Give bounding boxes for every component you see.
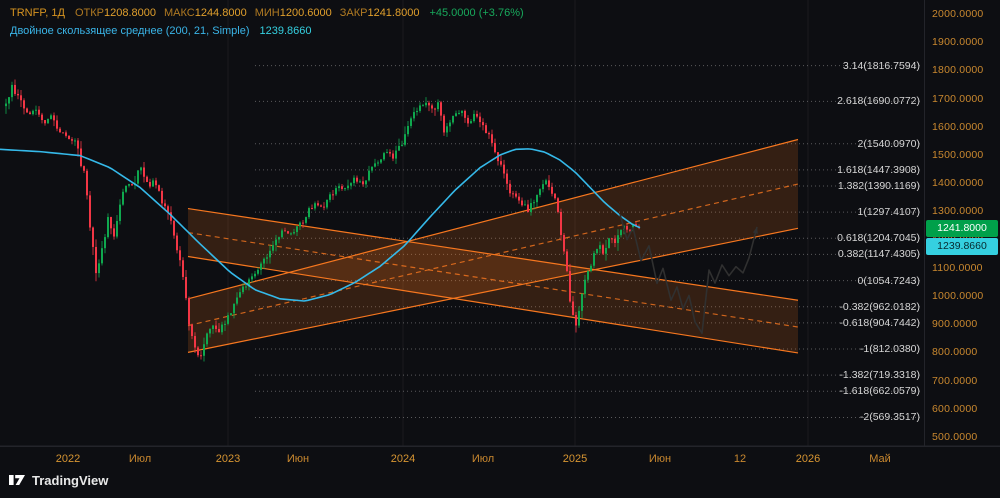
time-axis-label: Июл bbox=[471, 453, 495, 465]
ohlc-field-value: 1208.8000 bbox=[103, 7, 156, 19]
symbol-title[interactable]: TRNFP, 1Д bbox=[10, 7, 65, 19]
time-axis-label: Июл bbox=[128, 453, 152, 465]
tradingview-logo[interactable]: TradingView bbox=[8, 471, 108, 489]
price-axis-label: 1300.0000 bbox=[932, 205, 984, 218]
indicator-legend: Двойное скользящее среднее (200, 21, Sim… bbox=[10, 25, 312, 37]
price-axis-label: 1800.0000 bbox=[932, 64, 984, 77]
fib-level-label: 0(1054.7243) bbox=[857, 274, 920, 287]
ohlc-field-label: МИН bbox=[254, 7, 280, 19]
price-axis-label: 500.0000 bbox=[932, 431, 978, 443]
price-axis-label: 800.0000 bbox=[932, 346, 978, 359]
price-axis-label: 1700.0000 bbox=[932, 92, 984, 105]
ohlc-field-label: ЗАКР bbox=[339, 7, 368, 19]
fib-level-label: 2(1540.0970) bbox=[857, 137, 920, 150]
time-axis-label: 2023 bbox=[215, 453, 241, 465]
ohlc-field: МАКС1244.8000 bbox=[164, 7, 247, 19]
symbol-legend: TRNFP, 1Д ОТКР1208.8000 МАКС1244.8000 МИН12… bbox=[10, 7, 524, 19]
fib-level-label: -1(812.0380) bbox=[859, 343, 920, 355]
indicator-name[interactable]: Двойное скользящее среднее (200, 21, Sim… bbox=[10, 25, 250, 37]
ohlc-field-label: МАКС bbox=[163, 7, 195, 19]
time-axis-label: Июн bbox=[648, 453, 672, 465]
time-axis-label: 2025 bbox=[562, 453, 588, 465]
time-axis-label: 2022 bbox=[55, 453, 81, 465]
price-axis-label: 1900.0000 bbox=[932, 36, 984, 49]
fib-level-label: 1(1297.4107) bbox=[857, 206, 920, 219]
time-axis-label: 12 bbox=[733, 453, 747, 465]
price-axis[interactable]: 2000.0000 1900.0000 1800.0000 1700.0000 1600… bbox=[924, 0, 1000, 446]
price-axis-label: 700.0000 bbox=[932, 374, 978, 387]
price-axis-label: 2000.0000 bbox=[932, 8, 984, 20]
fib-level-label: -1.382(719.3318) bbox=[839, 369, 920, 382]
time-axis-label: Май bbox=[869, 453, 891, 465]
ohlc-values: ОТКР1208.8000 МАКС1244.8000 МИН1200.6000 ЗА… bbox=[75, 7, 428, 19]
time-axis-label: 2026 bbox=[795, 453, 821, 465]
fib-level-label: 0.618(1204.7045) bbox=[837, 232, 920, 245]
price-axis-label: 900.0000 bbox=[932, 318, 978, 331]
grid-lines bbox=[227, 0, 809, 446]
last-price-badge: 1241.8000 bbox=[926, 219, 998, 237]
time-axis-label: 2024 bbox=[390, 453, 416, 465]
tradingview-icon bbox=[9, 475, 25, 485]
fib-level-label: -1.618(662.0579) bbox=[839, 385, 920, 398]
candlesticks bbox=[5, 79, 640, 362]
ohlc-field-value: 1241.8000 bbox=[367, 7, 420, 19]
ma-value-badge: 1239.8660 bbox=[926, 237, 998, 255]
ohlc-field-value: 1244.8000 bbox=[194, 7, 247, 19]
fib-level-label: -2(569.3517) bbox=[859, 411, 920, 424]
fib-level-label: -0.382(962.0182) bbox=[839, 300, 920, 313]
brand-name: TradingView bbox=[32, 472, 109, 488]
ohlc-field: ОТКР1208.8000 bbox=[75, 7, 156, 19]
price-axis-label: 1100.0000 bbox=[932, 261, 983, 274]
moving-average-line bbox=[0, 148, 641, 302]
price-axis-label: 600.0000 bbox=[932, 402, 978, 415]
fib-level-label: 3.14(1816.7594) bbox=[842, 59, 920, 72]
fib-level-label: -0.618(904.7442) bbox=[839, 316, 920, 329]
falling-fib-channel[interactable] bbox=[187, 207, 799, 354]
time-axis-label: Июн bbox=[286, 453, 310, 465]
projection-drawing[interactable] bbox=[619, 214, 758, 335]
ohlc-field: ЗАКР1241.8000 bbox=[340, 7, 420, 19]
indicator-value: 1239.8660 bbox=[259, 25, 312, 37]
ohlc-field: МИН1200.6000 bbox=[255, 7, 332, 19]
time-axis[interactable]: 2022 Июл 2023 Июн 2024 Июл 2025 Июн 12 2026 Май bbox=[0, 446, 1000, 498]
price-axis-label: 1600.0000 bbox=[932, 120, 984, 133]
price-axis-label: 1500.0000 bbox=[932, 149, 984, 161]
price-axis-label: 1400.0000 bbox=[932, 177, 984, 190]
fib-level-label: 1.618(1447.3908) bbox=[837, 163, 920, 176]
fib-level-label: 1.382(1390.1169) bbox=[837, 179, 920, 192]
fib-level-label: 2.618(1690.0772) bbox=[837, 95, 920, 108]
price-axis-label: 1000.0000 bbox=[932, 290, 984, 302]
fib-level-label: 0.382(1147.4305) bbox=[837, 248, 920, 261]
ohlc-field-label: ОТКР bbox=[74, 7, 104, 19]
ohlc-field-value: 1200.6000 bbox=[279, 7, 332, 19]
change-value: +45.0000 (+3.76%) bbox=[429, 7, 524, 19]
